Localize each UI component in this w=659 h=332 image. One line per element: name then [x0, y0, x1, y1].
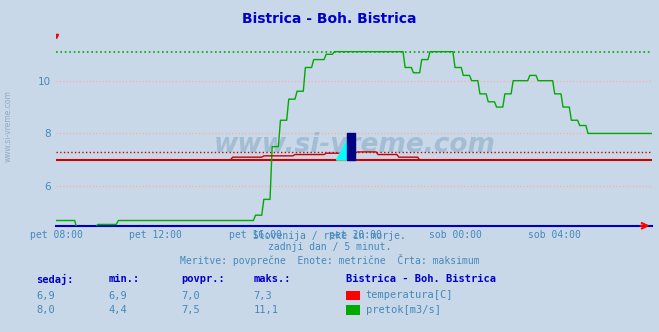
Text: www.si-vreme.com: www.si-vreme.com	[214, 132, 495, 158]
Polygon shape	[337, 133, 353, 160]
Text: sedaj:: sedaj:	[36, 274, 74, 285]
Text: zadnji dan / 5 minut.: zadnji dan / 5 minut.	[268, 242, 391, 252]
Polygon shape	[337, 133, 351, 160]
Text: 11,1: 11,1	[254, 305, 279, 315]
Text: 7,3: 7,3	[254, 290, 272, 300]
Text: 7,0: 7,0	[181, 290, 200, 300]
Text: 7,5: 7,5	[181, 305, 200, 315]
Text: Meritve: povprečne  Enote: metrične  Črta: maksimum: Meritve: povprečne Enote: metrične Črta:…	[180, 254, 479, 266]
Text: 8,0: 8,0	[36, 305, 55, 315]
Text: www.si-vreme.com: www.si-vreme.com	[3, 90, 13, 162]
Text: 6,9: 6,9	[109, 290, 127, 300]
Text: Bistrica - Boh. Bistrica: Bistrica - Boh. Bistrica	[346, 274, 496, 284]
Text: min.:: min.:	[109, 274, 140, 284]
Text: pretok[m3/s]: pretok[m3/s]	[366, 305, 441, 315]
Text: temperatura[C]: temperatura[C]	[366, 290, 453, 300]
Text: 4,4: 4,4	[109, 305, 127, 315]
Text: Slovenija / reke in morje.: Slovenija / reke in morje.	[253, 231, 406, 241]
Text: 6,9: 6,9	[36, 290, 55, 300]
Text: povpr.:: povpr.:	[181, 274, 225, 284]
Text: Bistrica - Boh. Bistrica: Bistrica - Boh. Bistrica	[243, 12, 416, 26]
Text: maks.:: maks.:	[254, 274, 291, 284]
